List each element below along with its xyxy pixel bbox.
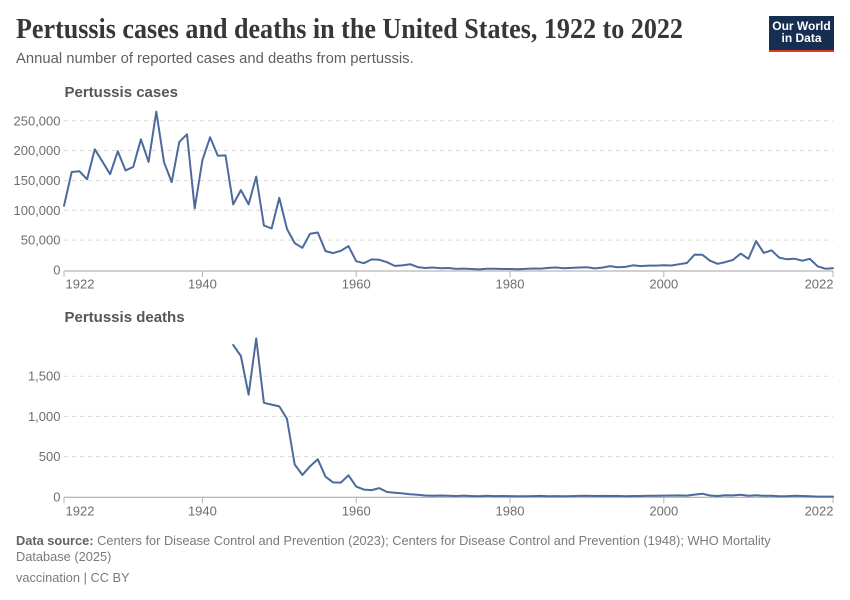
svg-text:1940: 1940 xyxy=(188,277,217,292)
svg-text:0: 0 xyxy=(53,263,60,278)
svg-text:1980: 1980 xyxy=(496,503,525,518)
svg-text:1960: 1960 xyxy=(342,503,371,518)
svg-text:50,000: 50,000 xyxy=(21,233,61,248)
svg-text:2022: 2022 xyxy=(805,503,834,518)
svg-text:1940: 1940 xyxy=(188,503,217,518)
svg-text:500: 500 xyxy=(39,449,61,464)
svg-text:1980: 1980 xyxy=(496,277,525,292)
svg-text:2022: 2022 xyxy=(805,277,834,292)
svg-text:200,000: 200,000 xyxy=(14,143,61,158)
svg-text:2000: 2000 xyxy=(649,277,678,292)
svg-text:150,000: 150,000 xyxy=(14,173,61,188)
svg-text:1,000: 1,000 xyxy=(28,409,61,424)
svg-text:1,500: 1,500 xyxy=(28,369,61,384)
svg-text:1922: 1922 xyxy=(66,503,95,518)
svg-text:250,000: 250,000 xyxy=(14,113,61,128)
svg-text:1922: 1922 xyxy=(66,277,95,292)
svg-text:0: 0 xyxy=(53,489,60,504)
svg-text:2000: 2000 xyxy=(649,503,678,518)
svg-text:1960: 1960 xyxy=(342,277,371,292)
svg-text:100,000: 100,000 xyxy=(14,203,61,218)
